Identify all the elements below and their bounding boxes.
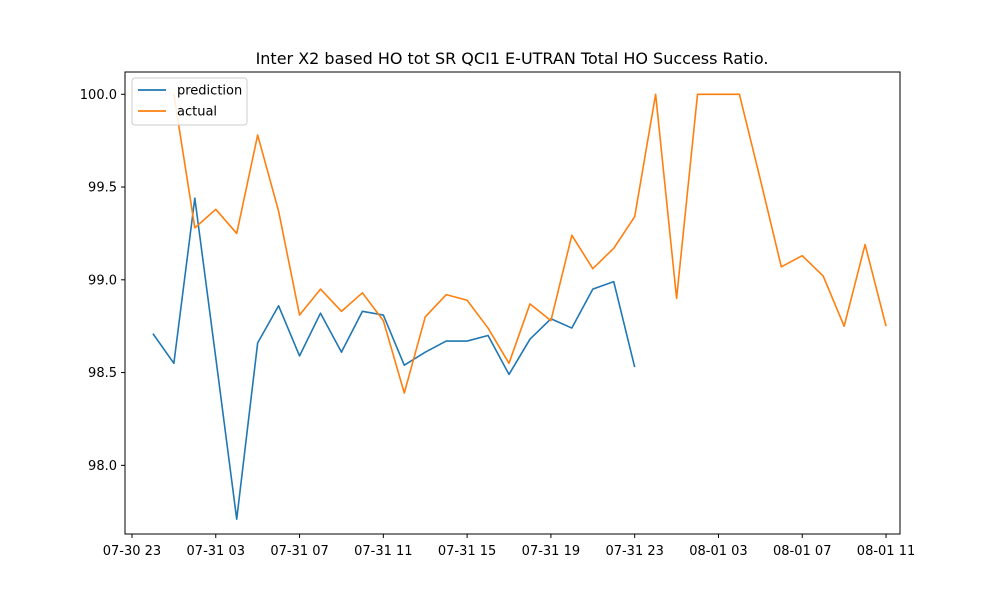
series-line-actual <box>173 93 887 394</box>
series-line-prediction <box>152 197 636 520</box>
chart-title: Inter X2 based HO tot SR QCI1 E-UTRAN To… <box>256 49 769 68</box>
x-tick-label: 08-01 03 <box>689 544 747 559</box>
plot-frame <box>124 71 901 535</box>
legend-label-prediction: prediction <box>177 84 242 99</box>
x-tick-label: 07-31 19 <box>522 544 580 559</box>
plot-area <box>152 93 887 520</box>
x-tick-label: 08-01 11 <box>857 544 915 559</box>
x-tick-label: 08-01 07 <box>773 544 831 559</box>
x-tick-label: 07-31 03 <box>187 544 245 559</box>
x-tick-label: 07-31 15 <box>438 544 496 559</box>
x-tick-label: 07-31 07 <box>270 544 328 559</box>
legend: prediction actual <box>131 77 248 126</box>
y-tick-label: 99.5 <box>88 181 117 196</box>
x-tick-label: 07-30 23 <box>103 544 161 559</box>
y-tick-label: 98.5 <box>88 366 117 381</box>
y-tick-label: 98.0 <box>88 459 117 474</box>
y-axis: 98.0 98.5 99.0 99.5 100.0 <box>80 88 125 474</box>
x-axis: 07-30 23 07-31 03 07-31 07 07-31 11 07-31 15… <box>103 534 915 559</box>
x-tick-label: 07-31 23 <box>605 544 663 559</box>
y-tick-label: 100.0 <box>80 88 117 103</box>
legend-label-actual: actual <box>177 105 217 120</box>
y-tick-label: 99.0 <box>88 273 117 288</box>
x-tick-label: 07-31 11 <box>354 544 412 559</box>
